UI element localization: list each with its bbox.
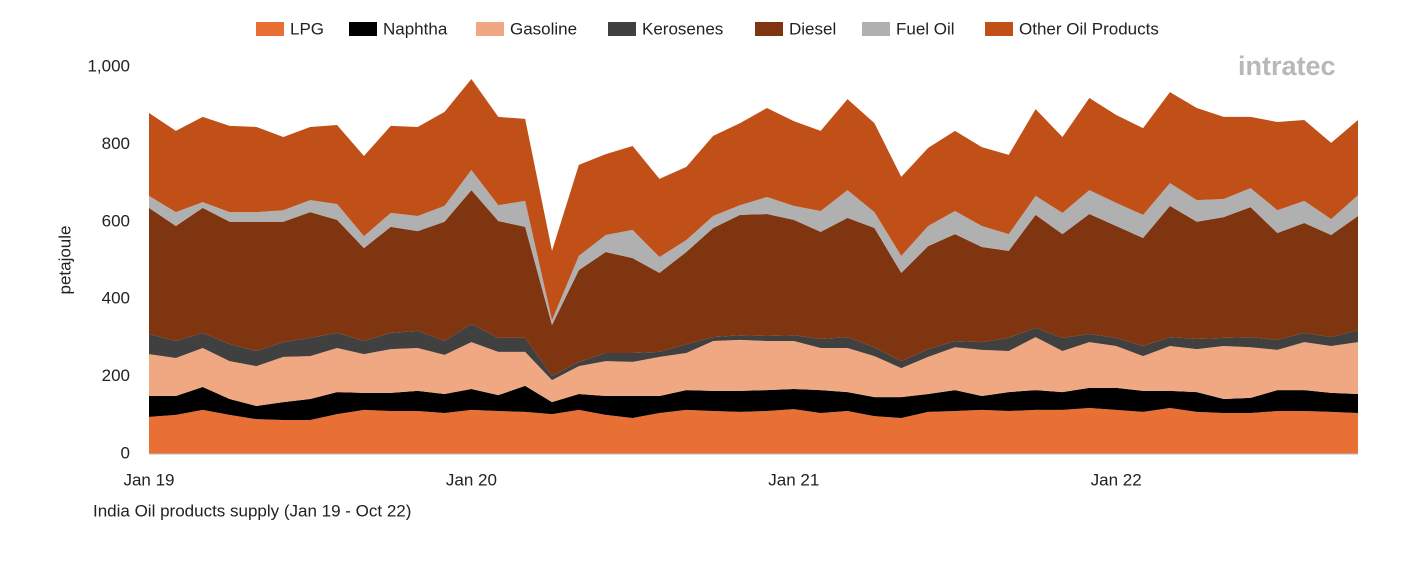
x-tick-label: Jan 19 bbox=[123, 470, 174, 489]
watermark: intratec bbox=[1238, 51, 1336, 81]
area bbox=[149, 407, 1358, 454]
x-tick-label: Jan 22 bbox=[1091, 470, 1142, 489]
y-tick-label: 1,000 bbox=[87, 56, 130, 75]
chart-caption: India Oil products supply (Jan 19 - Oct … bbox=[93, 501, 411, 520]
legend-label: Diesel bbox=[789, 19, 836, 38]
legend-label: Gasoline bbox=[510, 19, 577, 38]
y-tick-label: 800 bbox=[102, 134, 130, 153]
legend-swatch bbox=[476, 22, 504, 36]
legend-swatch bbox=[256, 22, 284, 36]
area bbox=[149, 385, 1358, 420]
plot-area bbox=[149, 78, 1358, 454]
legend-label: Kerosenes bbox=[642, 19, 723, 38]
x-tick-label: Jan 21 bbox=[768, 470, 819, 489]
legend-label: Fuel Oil bbox=[896, 19, 955, 38]
x-tick-label: Jan 20 bbox=[446, 470, 497, 489]
legend-label: Other Oil Products bbox=[1019, 19, 1159, 38]
legend-label: LPG bbox=[290, 19, 324, 38]
legend-swatch bbox=[755, 22, 783, 36]
legend-swatch bbox=[349, 22, 377, 36]
legend-swatch bbox=[862, 22, 890, 36]
area bbox=[149, 169, 1358, 326]
legend-label: Naphtha bbox=[383, 19, 448, 38]
area bbox=[149, 337, 1358, 407]
area bbox=[149, 190, 1358, 376]
area bbox=[149, 78, 1358, 321]
area bbox=[149, 323, 1358, 381]
legend-swatch bbox=[985, 22, 1013, 36]
y-axis-label: petajoule bbox=[55, 225, 74, 294]
y-tick-label: 600 bbox=[102, 211, 130, 230]
y-tick-label: 400 bbox=[102, 289, 130, 308]
y-tick-label: 200 bbox=[102, 366, 130, 385]
y-tick-label: 0 bbox=[121, 443, 130, 462]
legend-swatch bbox=[608, 22, 636, 36]
